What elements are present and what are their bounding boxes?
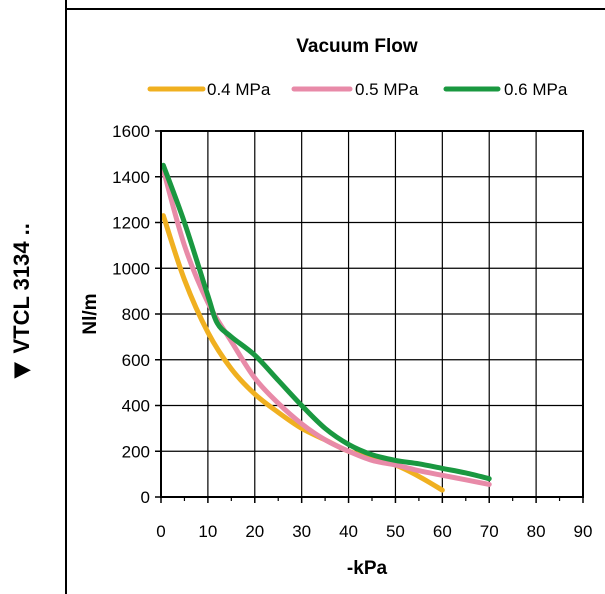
- y-tick-label: 1600: [112, 122, 150, 141]
- x-tick-label: 10: [198, 522, 217, 541]
- x-tick-label: 50: [386, 522, 405, 541]
- x-tick-label: 0: [156, 522, 165, 541]
- x-tick-label: 90: [574, 522, 593, 541]
- y-tick-label: 1400: [112, 168, 150, 187]
- legend-label: 0.6 MPa: [504, 80, 568, 99]
- x-tick-label: 80: [527, 522, 546, 541]
- legend-label: 0.4 MPa: [207, 80, 271, 99]
- y-tick-label: 1200: [112, 214, 150, 233]
- y-axis-label: Nl/m: [80, 293, 101, 334]
- y-tick-label: 600: [122, 351, 150, 370]
- frame-top-border: [65, 8, 605, 10]
- legend: 0.4 MPa 0.5 MPa 0.6 MPa: [147, 80, 568, 99]
- y-tick-label: 200: [122, 442, 150, 461]
- axes: 0 10 20 30 40 50 60 70 80 90 0 200 400 600 800 1000 1200…: [112, 122, 592, 541]
- x-tick-label: 30: [292, 522, 311, 541]
- y-tick-label: 1000: [112, 259, 150, 278]
- chart-title: Vacuum Flow: [296, 36, 418, 57]
- series-line-0-4-mpa: [160, 213, 445, 493]
- series-line-0-5-mpa: [160, 167, 492, 487]
- frame-left-border: [65, 0, 67, 594]
- x-tick-label: 20: [245, 522, 264, 541]
- series-group: [160, 162, 492, 493]
- y-tick-label: 400: [122, 397, 150, 416]
- x-tick-label: 60: [433, 522, 452, 541]
- x-axis-label: -kPa: [347, 558, 388, 579]
- grid: [161, 131, 583, 497]
- series-line-0-6-mpa: [160, 162, 492, 482]
- legend-label: 0.5 MPa: [355, 80, 419, 99]
- x-tick-label: 40: [339, 522, 358, 541]
- y-tick-label: 800: [122, 305, 150, 324]
- x-tick-label: 70: [480, 522, 499, 541]
- y-tick-label: 0: [141, 488, 150, 507]
